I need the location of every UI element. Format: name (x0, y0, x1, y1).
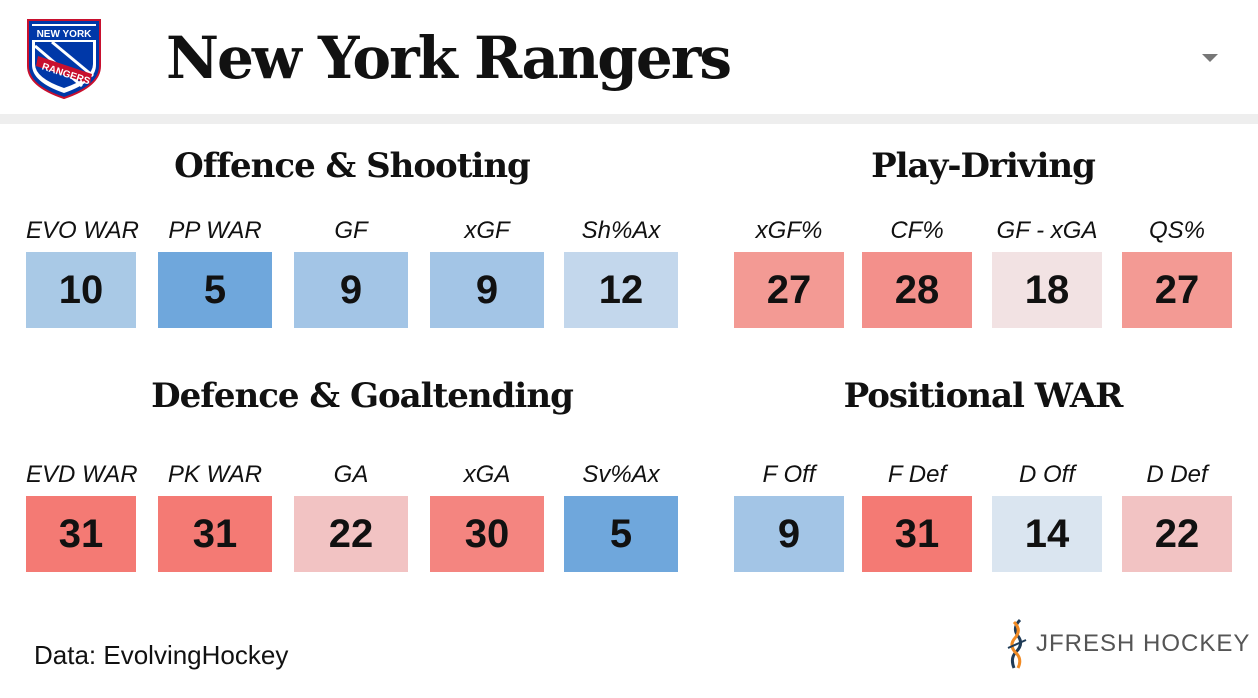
metric-label: F Off (762, 461, 816, 488)
metric-value: 27 (1122, 252, 1232, 328)
metric-xgf-pct: xGF% 27 (734, 216, 844, 328)
metric-d-off: D Off 14 (992, 460, 1102, 572)
metric-cf-pct: CF% 28 (862, 216, 972, 328)
metric-label: EVD WAR (26, 461, 138, 488)
metric-label: CF% (890, 217, 944, 244)
metric-gf-minus-xga: GF - xGA 18 (992, 216, 1102, 328)
metric-label: F Def (887, 461, 947, 488)
metric-label: PK WAR (167, 461, 263, 488)
metric-f-off: F Off 9 (734, 460, 844, 572)
metric-value: 22 (294, 496, 408, 572)
metric-label: D Def (1146, 461, 1208, 488)
metric-label: xGF% (755, 217, 823, 244)
metric-gf: GF 9 (294, 216, 408, 328)
metric-value: 22 (1122, 496, 1232, 572)
brand-name: JFRESH HOCKEY (1036, 630, 1251, 657)
metric-value: 28 (862, 252, 972, 328)
metric-label: EVO WAR (26, 217, 139, 244)
header-divider (0, 114, 1258, 124)
metric-d-def: D Def 22 (1122, 460, 1232, 572)
metric-value: 31 (26, 496, 136, 572)
metric-qs-pct: QS% 27 (1122, 216, 1232, 328)
metric-value: 9 (430, 252, 544, 328)
brand-logo: JFRESH HOCKEY (1002, 618, 1249, 670)
metric-value: 9 (294, 252, 408, 328)
metric-label: PP WAR (168, 217, 262, 244)
section-title-positional: Positional WAR (843, 376, 1124, 416)
metric-label: GF - xGA (996, 217, 1098, 244)
metric-label: xGA (463, 461, 511, 488)
metric-label: xGF (464, 217, 510, 244)
metric-value: 31 (862, 496, 972, 572)
metric-value: 30 (430, 496, 544, 572)
metric-label: Sv%Ax (582, 461, 660, 488)
metric-value: 9 (734, 496, 844, 572)
metric-value: 10 (26, 252, 136, 328)
metric-value: 31 (158, 496, 272, 572)
metric-pk-war: PK WAR 31 (158, 460, 272, 572)
metric-value: 5 (158, 252, 272, 328)
metric-f-def: F Def 31 (862, 460, 972, 572)
metric-xga: xGA 30 (430, 460, 544, 572)
rangers-logo-icon: NEW YORK RANGERS (27, 19, 101, 100)
section-title-defence: Defence & Goaltending (151, 376, 574, 416)
metric-label: Sh%Ax (581, 217, 661, 244)
data-source-text: Data: EvolvingHockey (34, 640, 289, 670)
metric-sh-ax: Sh%Ax 12 (564, 216, 678, 328)
metric-sv-ax: Sv%Ax 5 (564, 460, 678, 572)
svg-text:NEW YORK: NEW YORK (37, 29, 93, 40)
metric-xgf: xGF 9 (430, 216, 544, 328)
metric-evd-war: EVD WAR 31 (26, 460, 138, 572)
metric-value: 14 (992, 496, 1102, 572)
metric-value: 5 (564, 496, 678, 572)
metric-value: 27 (734, 252, 844, 328)
header: NEW YORK RANGERS New York Rangers (0, 0, 1258, 114)
metric-ga: GA 22 (294, 460, 408, 572)
section-title-offence: Offence & Shooting (174, 146, 531, 186)
metric-value: 18 (992, 252, 1102, 328)
metric-value: 12 (564, 252, 678, 328)
metric-label: D Off (1018, 461, 1075, 488)
metric-evo-war: EVO WAR 10 (26, 216, 139, 328)
caret-down-icon[interactable] (1198, 48, 1222, 68)
jfresh-logo-icon (1007, 618, 1027, 669)
page-title: New York Rangers (166, 24, 732, 92)
metric-pp-war: PP WAR 5 (158, 216, 272, 328)
metric-label: GF (334, 217, 368, 244)
metric-label: QS% (1148, 217, 1205, 244)
metric-label: GA (333, 461, 369, 488)
section-title-play-driving: Play-Driving (871, 146, 1096, 186)
